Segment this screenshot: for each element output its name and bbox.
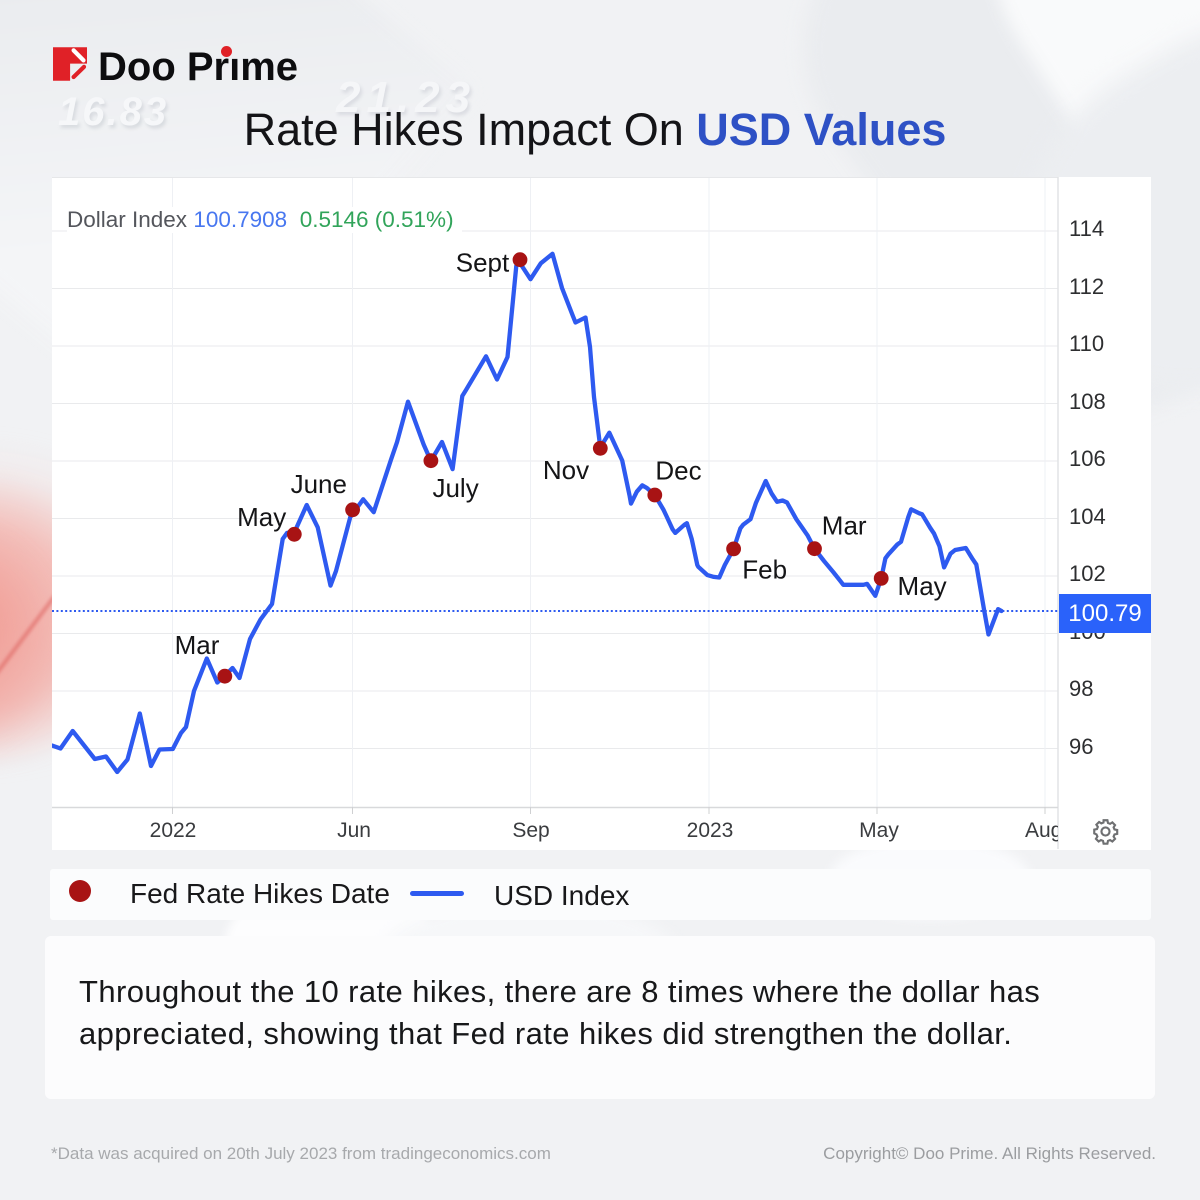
svg-text:Mar: Mar xyxy=(822,510,867,540)
svg-text:Mar: Mar xyxy=(175,630,220,660)
svg-text:May: May xyxy=(898,571,947,601)
svg-text:Sept: Sept xyxy=(456,248,510,278)
svg-text:May: May xyxy=(237,502,286,532)
svg-text:Dec: Dec xyxy=(655,456,701,486)
svg-text:Nov: Nov xyxy=(543,455,589,485)
svg-text:July: July xyxy=(432,473,478,503)
svg-text:June: June xyxy=(291,469,347,499)
svg-text:Feb: Feb xyxy=(742,555,787,585)
